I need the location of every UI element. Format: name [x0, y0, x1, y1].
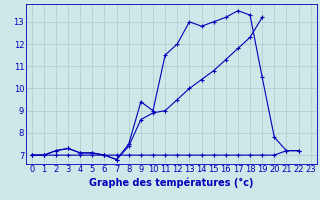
- X-axis label: Graphe des températures (°c): Graphe des températures (°c): [89, 177, 253, 188]
